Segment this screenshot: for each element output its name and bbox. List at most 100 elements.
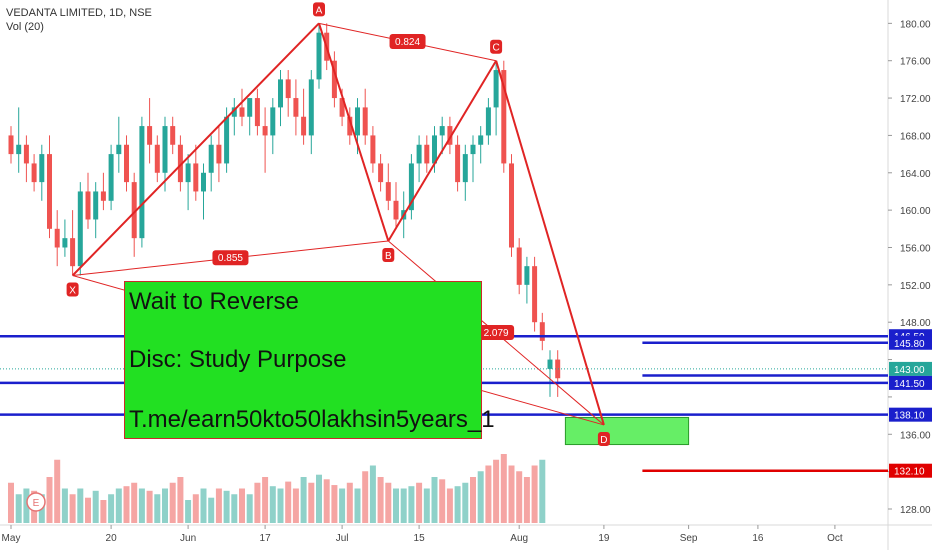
x-tick-label: 15 (414, 533, 426, 544)
volume-bar (308, 482, 315, 523)
pattern-point-badge (313, 2, 325, 17)
volume-bar (500, 454, 507, 523)
candle-body (170, 126, 176, 145)
candle-body (54, 228, 60, 248)
y-tick-label: 176.00 (900, 57, 931, 68)
y-tick-label: 160.00 (900, 206, 931, 217)
y-tick-label: 164.00 (900, 169, 931, 180)
volume-bar (339, 488, 346, 523)
y-tick-label: 180.00 (900, 19, 931, 30)
candle-body (408, 163, 414, 211)
candle-body (516, 247, 522, 285)
volume-bar (246, 494, 253, 523)
x-tick-label: 16 (752, 533, 764, 544)
candle-body (370, 135, 376, 164)
candle-body (31, 163, 37, 183)
volume-bar (269, 486, 276, 523)
volume-bar (8, 482, 14, 523)
candle-body (485, 107, 491, 136)
volume-bar (115, 488, 122, 523)
volume-bar (192, 494, 199, 523)
volume-bar (331, 485, 338, 523)
y-tick-label: 148.00 (900, 318, 931, 329)
pattern-point-badge (597, 431, 610, 446)
price-level-badge (889, 407, 932, 422)
x-tick-label: 17 (260, 533, 272, 544)
x-tick-label: Oct (827, 533, 843, 544)
candle-body (331, 60, 337, 99)
volume-bar (77, 488, 84, 523)
candle-body (124, 144, 129, 183)
candle-body (23, 144, 29, 164)
x-tick-label: Aug (510, 533, 528, 544)
annotation-line-3: T.me/earn50kto50lakhsin5years_1 (129, 406, 495, 433)
volume-bar (177, 477, 184, 523)
candle-body (270, 107, 276, 136)
candle-body (162, 126, 168, 173)
volume-indicator-label: Vol (20) (6, 21, 44, 33)
volume-bar (316, 474, 322, 523)
candle-body (108, 154, 114, 201)
pattern-point-label: X (69, 286, 76, 297)
candle-body (532, 266, 538, 323)
volume-bar (46, 477, 53, 523)
volume-bar (54, 459, 61, 523)
volume-bar (254, 482, 261, 523)
x-tick-label: Jul (336, 533, 349, 544)
volume-bar (185, 500, 192, 523)
price-level-badge (889, 335, 932, 350)
candle-body (293, 98, 299, 117)
pattern-leg (318, 23, 390, 242)
x-tick-label: Jun (180, 533, 196, 544)
volume-bar (100, 500, 107, 523)
price-level-label: 143.00 (894, 365, 925, 376)
volume-bar (377, 477, 384, 523)
volume-bar (400, 488, 407, 523)
candle-body (308, 79, 314, 136)
candle-body (501, 70, 507, 164)
candle-body (208, 144, 214, 173)
volume-bar (485, 465, 492, 523)
candle-body (509, 163, 514, 248)
candle-body (355, 107, 360, 136)
candle-body (462, 154, 468, 183)
candle-body (278, 79, 283, 108)
candle-body (547, 359, 553, 369)
candle-body (285, 79, 291, 99)
price-level-badge (889, 375, 932, 390)
candle-body (339, 98, 345, 117)
volume-bar (262, 477, 269, 523)
volume-bar (516, 471, 523, 523)
chart-header: VEDANTA LIMITED, 1D, NSE Vol (20) (6, 6, 152, 34)
candle-body (416, 144, 422, 164)
volume-bar (539, 459, 546, 523)
pattern-point-label: B (385, 251, 392, 262)
pattern-point-label: C (492, 43, 499, 54)
ratio-label: 2.079 (484, 328, 509, 339)
x-tick-label: 19 (598, 533, 610, 544)
candle-body (455, 144, 461, 183)
pattern-leg (71, 22, 320, 277)
volume-bar (323, 479, 330, 523)
candle-body (385, 182, 391, 201)
price-level-label: 132.10 (894, 467, 925, 478)
volume-bar (346, 482, 353, 523)
y-tick-label: 168.00 (900, 131, 931, 142)
volume-bar (385, 482, 392, 523)
y-tick-label: 128.00 (900, 505, 931, 516)
candle-body (93, 191, 99, 220)
volume-bar (408, 486, 415, 523)
candle-body (470, 144, 476, 155)
candle-body (147, 126, 153, 145)
volume-bar (523, 477, 530, 523)
volume-bar (15, 494, 22, 523)
candle-body (8, 135, 14, 155)
candle-body (539, 322, 545, 341)
volume-bar (423, 488, 430, 523)
candle-body (432, 135, 437, 164)
candle-body (224, 116, 230, 164)
volume-bar (215, 488, 222, 523)
ratio-badge (478, 324, 515, 340)
volume-bar (416, 482, 423, 523)
